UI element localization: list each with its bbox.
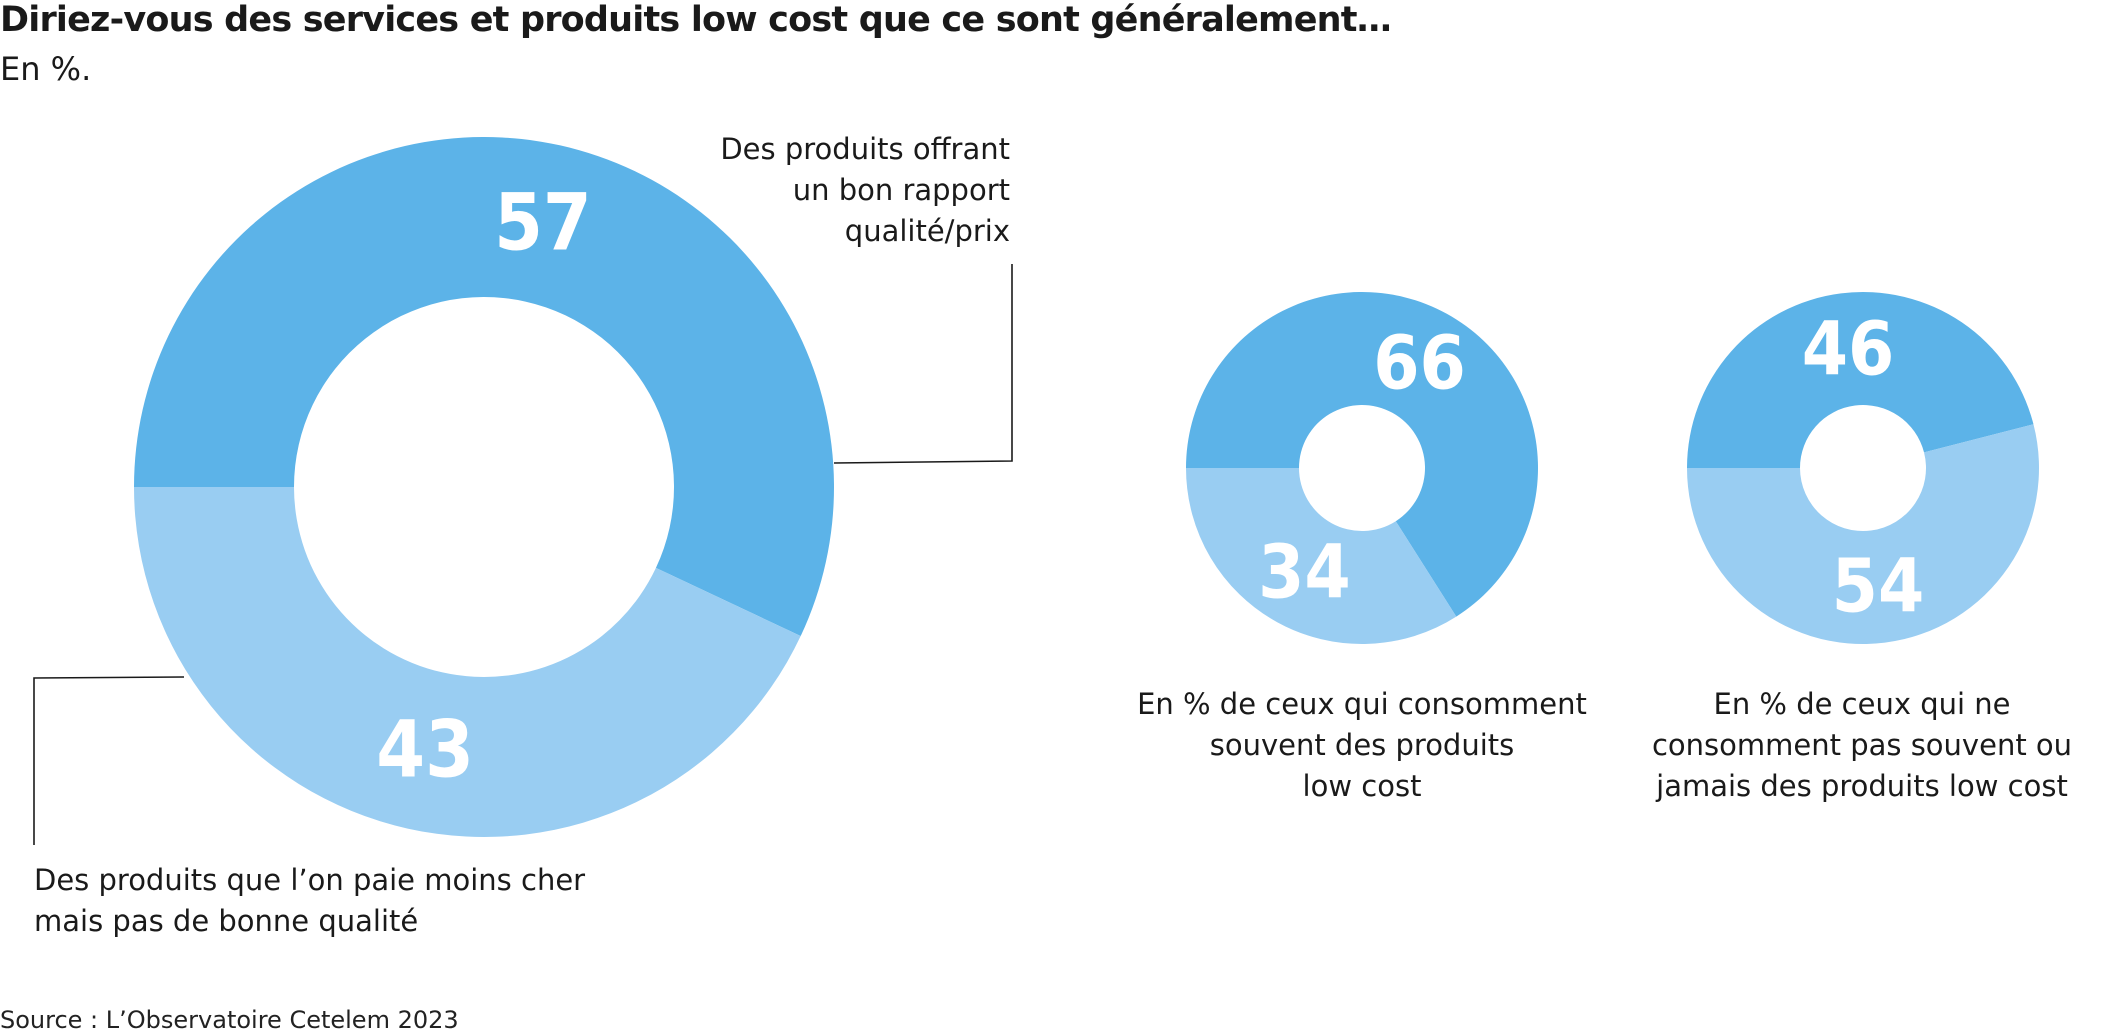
- caption-line: souvent des produits: [1209, 728, 1515, 762]
- value-label-good-value: 46: [1802, 306, 1895, 392]
- value-label-cheap-bad-quality: 43: [376, 705, 474, 795]
- legend-label-good-value: Des produits offrant un bon rapport qual…: [700, 129, 1010, 252]
- caption-line: En % de ceux qui consomment: [1137, 687, 1587, 721]
- leader-lines: [33, 264, 1013, 845]
- caption-line: En % de ceux qui ne: [1713, 687, 2011, 721]
- legend-label-cheap-bad-quality: Des produits que l’on paie moins cher ma…: [34, 860, 654, 942]
- chart-subtitle: En %.: [0, 50, 92, 88]
- legend-label-line: mais pas de bonne qualité: [34, 904, 419, 938]
- slice-good-value: [134, 137, 835, 637]
- caption-frequent-consumers: En % de ceux qui consomment souvent des …: [1132, 684, 1592, 807]
- slice-cheap-bad-quality: [134, 487, 801, 837]
- donut-chart-2: 66 34: [1186, 292, 1538, 644]
- donut-chart-3: 46 54: [1687, 292, 2040, 645]
- source-note: Source : L’Observatoire Cetelem 2023: [0, 1006, 459, 1034]
- leader-line-good-value: [833, 264, 1013, 464]
- value-label-good-value: 57: [494, 179, 592, 269]
- caption-line: low cost: [1302, 769, 1422, 803]
- caption-rare-consumers: En % de ceux qui ne consomment pas souve…: [1622, 684, 2102, 807]
- chart-title: Diriez-vous des services et produits low…: [0, 0, 1392, 40]
- legend-label-line: Des produits que l’on paie moins cher: [34, 863, 586, 897]
- legend-label-line: un bon rapport: [792, 173, 1010, 207]
- slice-good-value: [1687, 292, 2034, 468]
- slice-cheap-bad-quality: [1186, 468, 1457, 644]
- caption-line: consomment pas souvent ou: [1651, 728, 2073, 762]
- legend-label-line: qualité/prix: [844, 214, 1010, 248]
- donut-chart-1: 57 43: [134, 137, 835, 837]
- value-label-cheap-bad-quality: 34: [1258, 530, 1351, 616]
- value-label-cheap-bad-quality: 54: [1832, 544, 1925, 630]
- caption-line: jamais des produits low cost: [1656, 769, 2068, 803]
- value-label-good-value: 66: [1373, 320, 1466, 406]
- slice-cheap-bad-quality: [1687, 424, 2040, 645]
- donut-group: 57 43 66 34 46 54: [134, 137, 2040, 837]
- leader-line-cheap-bad-quality: [33, 676, 185, 845]
- legend-label-line: Des produits offrant: [720, 132, 1010, 166]
- slice-good-value: [1186, 292, 1538, 617]
